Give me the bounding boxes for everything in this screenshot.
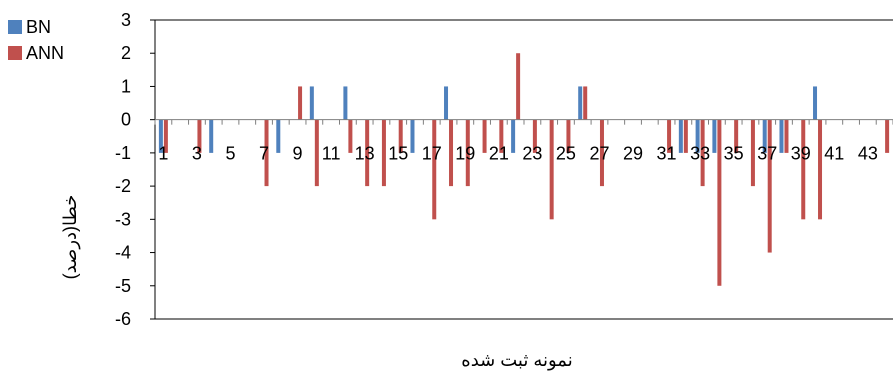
bar-bn: [678, 119, 683, 153]
bar-ann: [750, 119, 755, 187]
bar-ann: [398, 119, 403, 153]
bar-ann: [381, 119, 386, 187]
bar-ann: [583, 86, 588, 120]
bar-ann: [516, 53, 521, 120]
bar-ann: [482, 119, 487, 153]
bar-ann: [734, 119, 739, 153]
x-tick-label: 41: [824, 144, 844, 164]
legend-swatch-ann: [8, 46, 22, 60]
x-tick-label: 43: [858, 144, 878, 164]
y-tick-label: 1: [121, 76, 131, 96]
x-tick-label: 7: [259, 144, 269, 164]
bar-bn: [410, 119, 415, 153]
bar-ann: [566, 119, 571, 153]
x-tick-label: 17: [422, 144, 442, 164]
bar-ann: [885, 119, 890, 153]
bar-bn: [209, 119, 214, 153]
legend-label-ann: ANN: [26, 42, 65, 63]
x-tick-label: 21: [489, 144, 509, 164]
bar-ann: [717, 119, 722, 286]
x-tick-label: 15: [388, 144, 408, 164]
bar-ann: [264, 119, 269, 187]
x-tick-label: 1: [158, 144, 168, 164]
bar-bn: [343, 86, 348, 120]
x-tick-label: 3: [192, 144, 202, 164]
bar-ann: [465, 119, 470, 187]
bar-ann: [801, 119, 806, 220]
x-tick-label: 27: [589, 144, 609, 164]
bar-ann: [532, 119, 537, 153]
bar-ann: [499, 119, 504, 153]
legend: BN ANN: [8, 14, 64, 66]
x-tick-label: 25: [556, 144, 576, 164]
y-tick-label: 3: [121, 10, 131, 30]
x-tick-label: 13: [355, 144, 375, 164]
x-tick-label: 19: [455, 144, 475, 164]
y-tick-label: -2: [115, 176, 131, 196]
bars: [158, 53, 890, 286]
bar-ann: [683, 119, 688, 153]
bar-bn: [695, 119, 700, 153]
bar-ann: [163, 119, 168, 153]
x-tick-label: 39: [791, 144, 811, 164]
legend-item-ann: ANN: [8, 40, 64, 66]
x-tick-label: 23: [522, 144, 542, 164]
x-tick-label: 35: [724, 144, 744, 164]
bar-bn: [276, 119, 281, 153]
bar-ann: [298, 86, 303, 120]
bar-bn: [813, 86, 818, 120]
legend-swatch-bn: [8, 20, 22, 34]
bar-ann: [432, 119, 437, 220]
bar-ann: [449, 119, 454, 187]
bar-bn: [762, 119, 767, 153]
bar-ann: [549, 119, 554, 220]
bar-ann: [700, 119, 705, 187]
y-axis-title: خطا(درصد): [60, 195, 80, 280]
bar-bn: [309, 86, 314, 120]
legend-item-bn: BN: [8, 14, 64, 40]
x-tick-label: 33: [690, 144, 710, 164]
bar-bn: [158, 119, 163, 153]
y-tick-label: -1: [115, 143, 131, 163]
x-axis: 1 3 5 7 9 11 13 15 17 19 21 23 25 27 29 31 33 35 37 39 41 43: [154, 119, 893, 164]
bar-bn: [578, 86, 583, 120]
x-tick-label: 9: [293, 144, 303, 164]
y-tick-label: -6: [115, 309, 131, 329]
y-tick-label: 2: [121, 43, 131, 63]
plot-border: [154, 19, 893, 320]
bar-ann: [667, 119, 672, 153]
bar-ann: [197, 119, 202, 153]
bar-ann: [818, 119, 823, 220]
bar-ann: [599, 119, 604, 187]
bar-ann: [767, 119, 772, 253]
y-tick-label: 0: [121, 110, 131, 130]
bar-ann: [348, 119, 353, 153]
bar-bn: [712, 119, 717, 153]
plot-area: [154, 19, 893, 320]
y-tick-label: -4: [115, 243, 131, 263]
x-tick-label: 11: [322, 144, 341, 164]
bar-bn: [444, 86, 449, 120]
x-tick-label: 5: [225, 144, 235, 164]
x-axis-title: نمونه ثبت شده: [461, 350, 572, 371]
x-tick-label: 31: [657, 144, 677, 164]
y-tick-label: -3: [115, 209, 131, 229]
x-tick-label: 37: [757, 144, 777, 164]
bar-ann: [784, 119, 789, 153]
bar-ann: [365, 119, 370, 187]
bar-bn: [511, 119, 516, 153]
y-axis: 3 2 1 0 -1 -2 -3 -4 -5 -6: [115, 10, 155, 329]
x-tick-label: 29: [623, 144, 643, 164]
y-tick-label: -5: [115, 276, 131, 296]
bar-ann: [314, 119, 319, 187]
bar-bn: [779, 119, 784, 153]
legend-label-bn: BN: [26, 16, 52, 37]
